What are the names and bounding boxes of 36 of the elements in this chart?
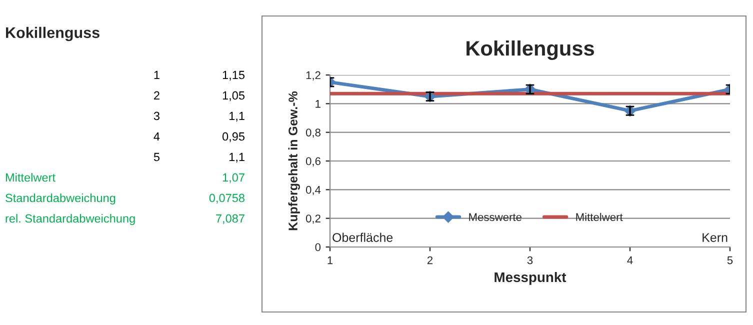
legend-label: Mittelwert xyxy=(576,212,623,222)
y-tick-label: 0,6 xyxy=(306,157,320,166)
x-tick-label: 1 xyxy=(328,256,333,264)
text: rel. Standardabweichung xyxy=(6,214,135,226)
x-tick-label: 2 xyxy=(427,256,433,264)
text: 2 xyxy=(154,91,160,100)
text: Mittelwert xyxy=(6,173,56,182)
text: 1,05 xyxy=(222,91,245,102)
y-tick-label: 1,2 xyxy=(306,71,320,80)
y-tick-label: 0,2 xyxy=(306,214,320,224)
text: 0,95 xyxy=(222,132,245,142)
y-tick-label: 0,8 xyxy=(306,128,320,138)
x-tick-label: 5 xyxy=(727,256,733,264)
text: 1,15 xyxy=(222,70,245,81)
text: 1 xyxy=(154,70,160,80)
chart-title: Kokillenguss xyxy=(466,40,594,60)
x-tick-label: 3 xyxy=(527,256,533,264)
x-tick-label: 4 xyxy=(627,256,633,264)
legend-label: Messwerte xyxy=(469,213,522,222)
y-tick-label: 1 xyxy=(316,100,320,108)
text: Kokillenguss xyxy=(6,26,100,42)
y-tick-label: 0,4 xyxy=(306,186,321,196)
annotation: Oberfläche xyxy=(332,232,393,242)
annotation: Kern xyxy=(702,233,728,242)
text: 5 xyxy=(154,152,160,162)
text: 0,0758 xyxy=(209,194,244,204)
text: 1,1 xyxy=(229,152,244,163)
x-axis-title: Messpunkt xyxy=(494,272,566,285)
text: 7,087 xyxy=(216,214,244,224)
text: 1,07 xyxy=(222,173,244,184)
text: 3 xyxy=(154,112,160,120)
text: 1,1 xyxy=(229,112,244,122)
text: Standardabweichung xyxy=(6,193,116,204)
text: 4 xyxy=(154,132,160,141)
y-tick-label: 0 xyxy=(315,243,321,252)
y-axis-title: Kupfergehalt in Gew.-% xyxy=(288,91,300,230)
